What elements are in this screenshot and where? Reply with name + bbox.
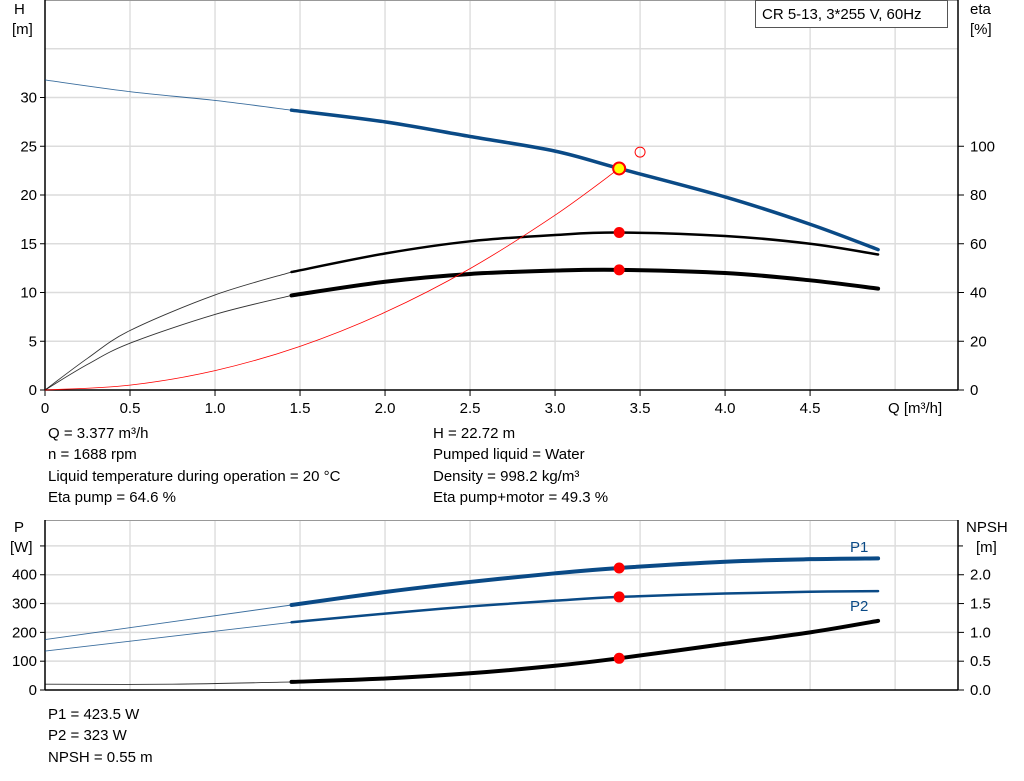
info-p2: P2 = 323 W [48, 727, 127, 745]
p-unit-label: [W] [10, 539, 33, 556]
operating-point-marker [613, 652, 625, 664]
y-tick-label-left: 30 [20, 90, 37, 107]
y-tick-label-left: 0 [29, 682, 37, 699]
curve-NPSH-extrapolated [44, 681, 292, 685]
p2-series-label: P2 [850, 598, 868, 615]
curve-system [44, 168, 620, 391]
curve-H [289, 108, 880, 252]
y-tick-label-right: 40 [970, 285, 987, 302]
y-tick-label-left: 100 [12, 653, 37, 670]
p-axis-label: P [14, 519, 24, 536]
q-axis-label: Q [m³/h] [888, 400, 942, 417]
info-head: H = 22.72 m [433, 425, 516, 442]
markers [612, 146, 646, 664]
info-speed: n = 1688 rpm [48, 446, 137, 464]
npsh-unit-label: [m] [976, 539, 997, 556]
y-tick-label-right: 0.0 [970, 682, 991, 699]
axis-labels: H [m] eta [%] Q [m³/h] P [W] NPSH [m] P1… [10, 1, 1008, 615]
x-tick-label: 4.5 [800, 400, 821, 417]
legend-box: CR 5-13, 3*255 V, 60Hz [755, 0, 948, 28]
curve-NPSH [289, 618, 881, 684]
y-tick-label-right: 80 [970, 187, 987, 204]
info-pumped-liquid: Pumped liquid = Water [433, 446, 585, 464]
x-tick-label: 2.5 [460, 400, 481, 417]
x-tick-label: 1.0 [205, 400, 226, 417]
y-tick-label-left: 300 [12, 596, 37, 613]
y-tick-label-right: 60 [970, 236, 987, 253]
top-grid: 0 5 10 15 20 25 30 0 20 40 60 80 100 0 0.5 1.0 1.5 2.0 2.5… [20, 0, 995, 417]
y-tick-label-left: 400 [12, 567, 37, 584]
y-tick-label-right: 100 [970, 138, 995, 155]
curve-H-extrapolated [44, 79, 292, 111]
duty-point-marker [612, 161, 627, 176]
curve-P2 [290, 589, 880, 624]
curves [44, 79, 881, 685]
y-tick-label-left: 15 [20, 236, 37, 253]
x-tick-label: 3.0 [545, 400, 566, 417]
info-bottom: P1 = 423.5 W P2 = 323 W NPSH = 0.55 m [48, 704, 153, 768]
p1-series-label: P1 [850, 539, 868, 556]
info-eta-pump-motor: Eta pump+motor = 49.3 % [433, 488, 609, 506]
info-npsh: NPSH = 0.55 m [48, 748, 153, 766]
y-tick-label-right: 1.0 [970, 624, 991, 641]
curve-eta_pump_motor-extrapolated [44, 294, 292, 391]
x-tick-label: 4.0 [715, 400, 736, 417]
x-tick-label: 0 [41, 400, 49, 417]
curve-P2-extrapolated [44, 621, 292, 652]
y-tick-label-right: 0 [970, 382, 978, 399]
operating-point-marker [613, 562, 625, 574]
h-unit-label: [m] [12, 21, 33, 38]
x-tick-label: 3.5 [630, 400, 651, 417]
curve-eta_pump-extrapolated [44, 271, 292, 391]
bottom-grid: 0 100 200 300 400 0.0 0.5 1.0 1.5 2.0 [12, 520, 991, 699]
y-tick-label-left: 5 [29, 333, 37, 350]
info-p1: P1 = 423.5 W [48, 706, 140, 723]
curve-P1 [289, 556, 881, 607]
eta-unit-label: [%] [970, 21, 992, 38]
curve-P1-extrapolated [44, 604, 292, 641]
npsh-axis-label: NPSH [966, 519, 1008, 536]
info-liquid-temperature: Liquid temperature during operation = 20… [48, 467, 341, 485]
h-axis-label: H [14, 1, 25, 18]
hollow-point-marker [634, 146, 646, 158]
x-tick-label: 1.5 [290, 400, 311, 417]
y-tick-label-right: 20 [970, 333, 987, 350]
operating-point-marker [613, 227, 625, 239]
y-tick-label-left: 0 [29, 382, 37, 399]
x-tick-label: 0.5 [120, 400, 141, 417]
info-density: Density = 998.2 kg/m³ [433, 467, 580, 485]
info-top-right: H = 22.72 m Pumped liquid = Water Densit… [433, 423, 608, 508]
curve-eta_pump_motor [289, 267, 881, 298]
info-top-left: Q = 3.377 m³/h n = 1688 rpm Liquid tempe… [48, 423, 340, 508]
info-eta-pump: Eta pump = 64.6 % [48, 488, 176, 506]
info-flow: Q = 3.377 m³/h [48, 425, 149, 442]
operating-point-marker [613, 264, 625, 276]
operating-point-marker [613, 591, 625, 603]
curve-eta_pump [290, 231, 880, 274]
y-tick-label-right: 2.0 [970, 567, 991, 584]
y-tick-label-left: 20 [20, 187, 37, 204]
eta-axis-label: eta [970, 1, 992, 18]
legend-text: CR 5-13, 3*255 V, 60Hz [762, 6, 922, 23]
y-tick-label-right: 1.5 [970, 596, 991, 613]
y-tick-label-left: 200 [12, 624, 37, 641]
y-tick-label-right: 0.5 [970, 653, 991, 670]
y-tick-label-left: 10 [20, 285, 37, 302]
x-tick-label: 2.0 [375, 400, 396, 417]
y-tick-label-left: 25 [20, 138, 37, 155]
